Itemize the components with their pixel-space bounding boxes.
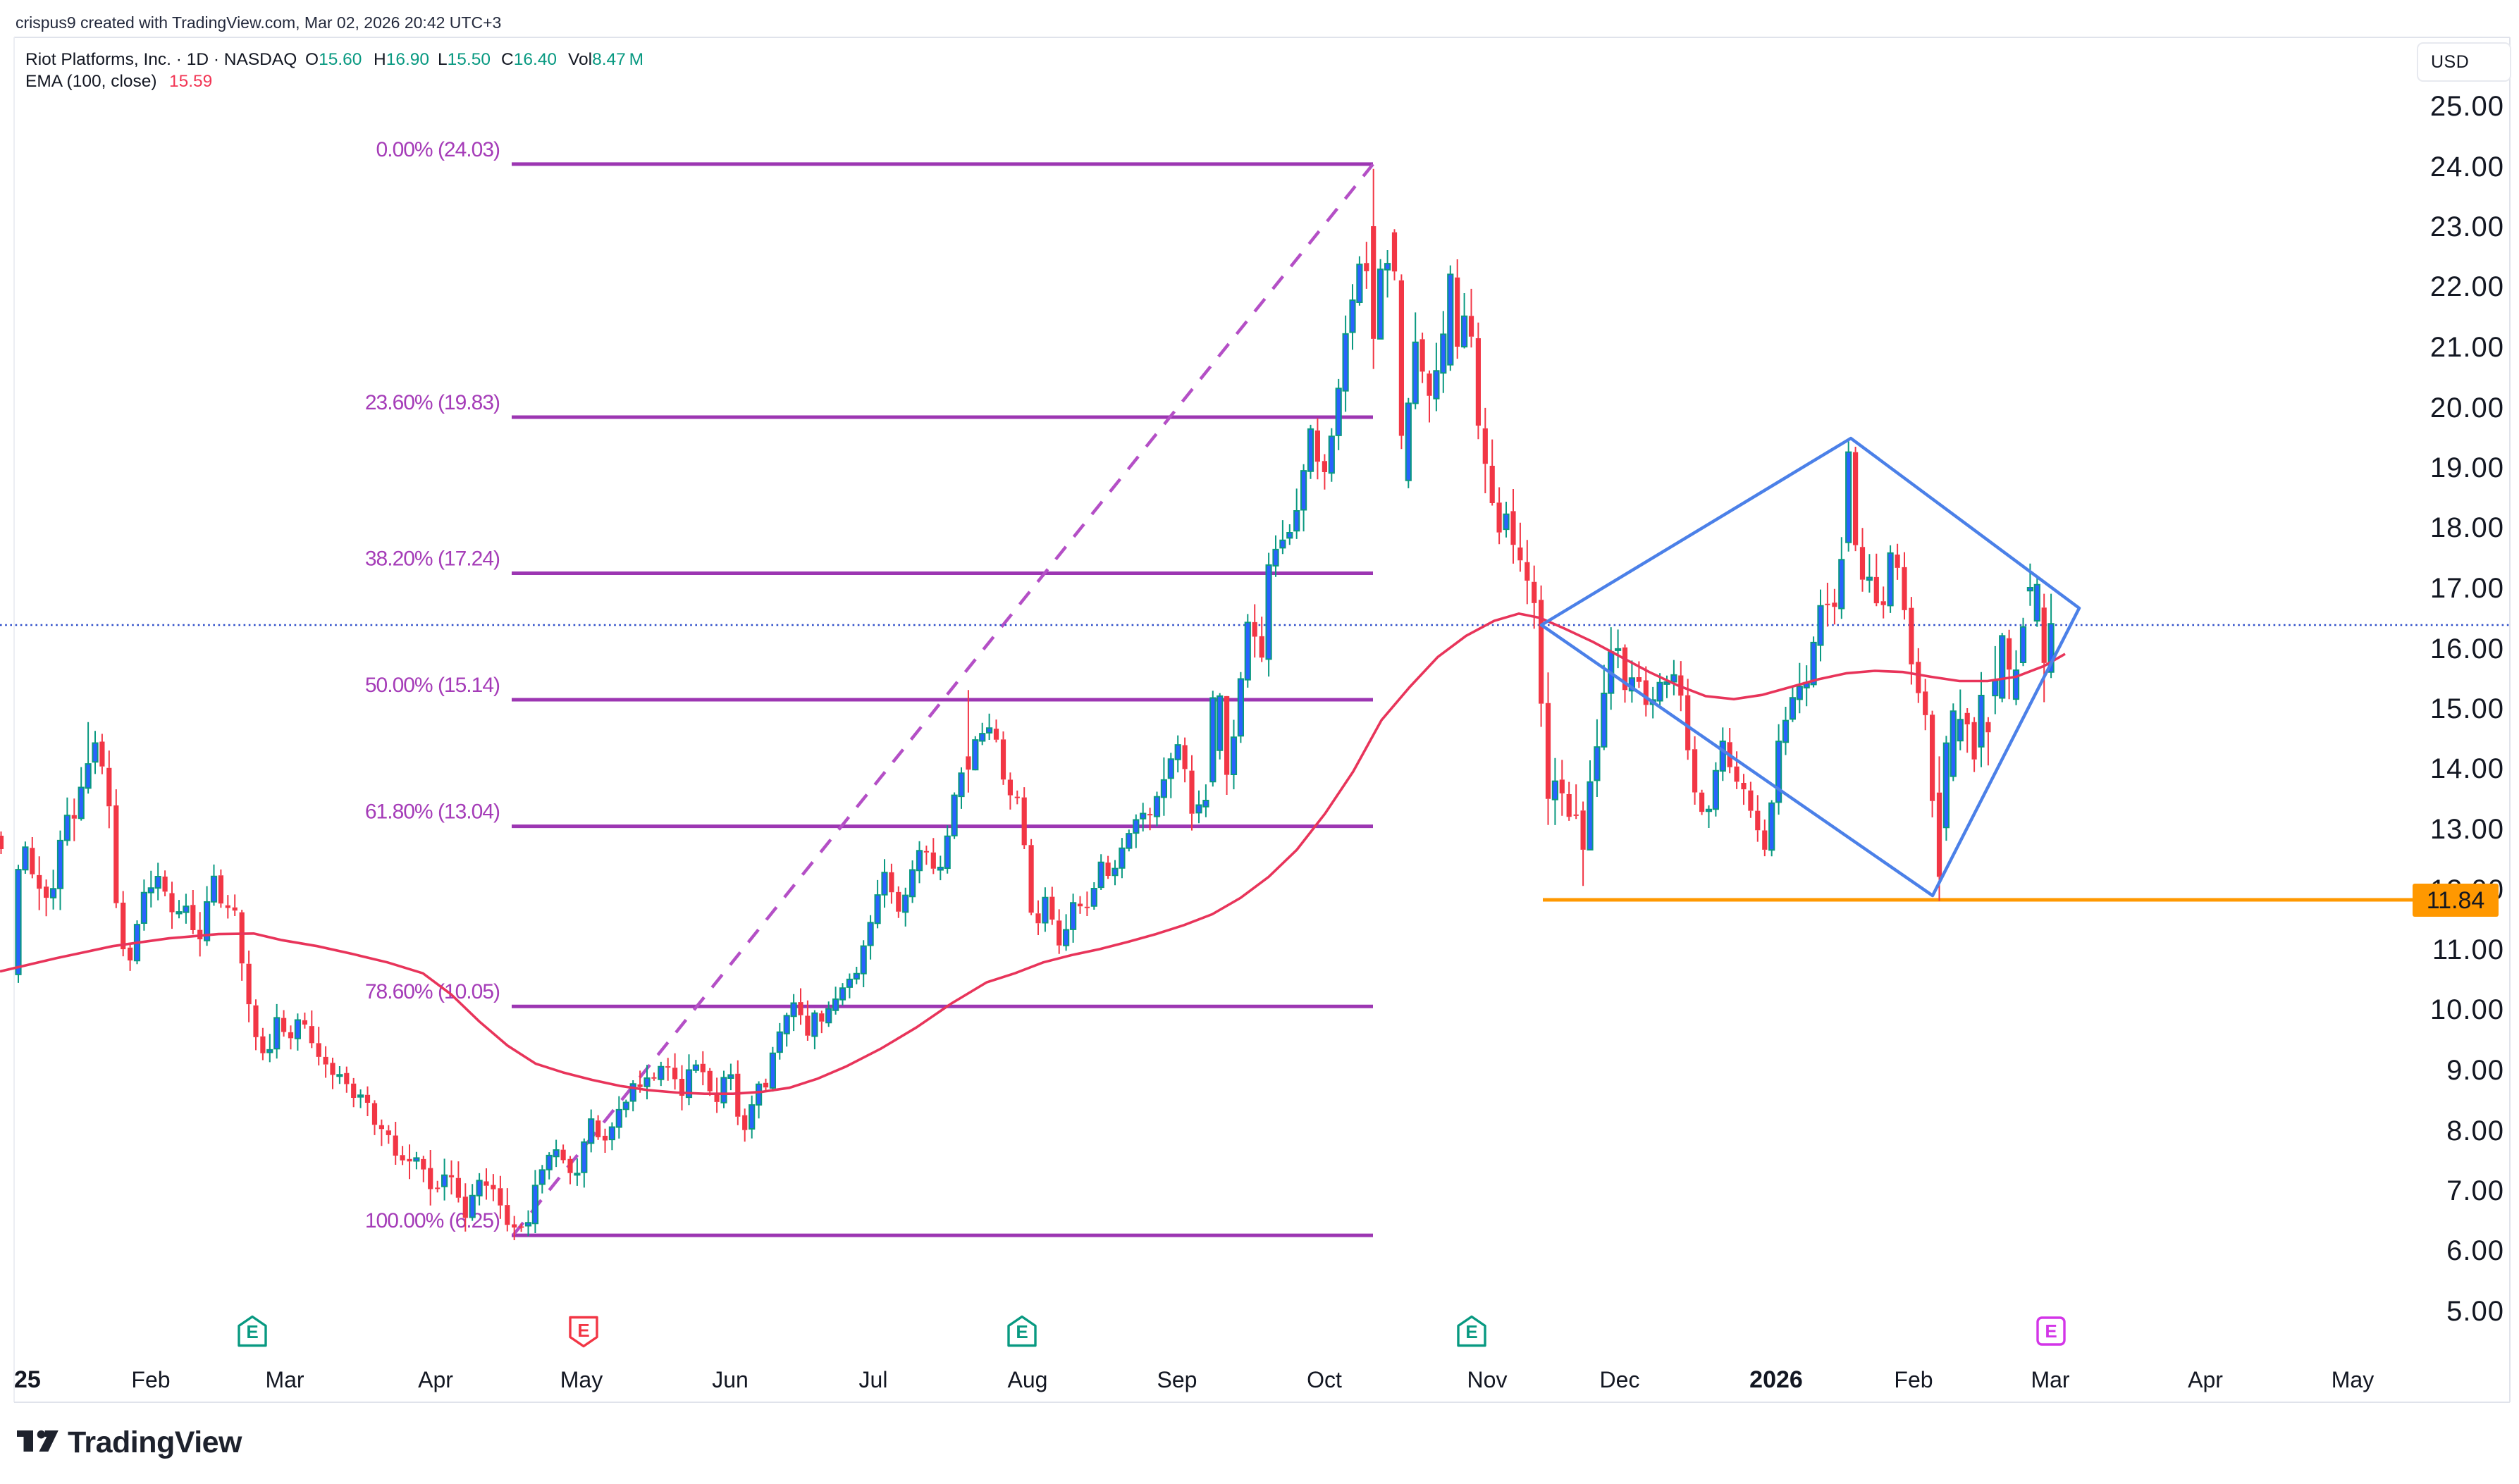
svg-text:100.00% (6.25): 100.00% (6.25) xyxy=(365,1209,500,1232)
svg-text:17.00: 17.00 xyxy=(2430,573,2504,604)
svg-text:Jul: Jul xyxy=(859,1367,888,1392)
svg-text:0.00% (24.03): 0.00% (24.03) xyxy=(376,138,500,161)
svg-text:Riot Platforms, Inc. · 1D · NA: Riot Platforms, Inc. · 1D · NASDAQ xyxy=(25,50,297,69)
svg-text:15.59: 15.59 xyxy=(169,72,212,91)
svg-text:Oct: Oct xyxy=(1307,1367,1342,1392)
svg-text:E: E xyxy=(2045,1321,2057,1342)
svg-text:7.00: 7.00 xyxy=(2446,1175,2504,1206)
svg-text:14.00: 14.00 xyxy=(2430,753,2504,784)
svg-text:crispus9 created with TradingV: crispus9 created with TradingView.com, M… xyxy=(16,13,501,32)
svg-text:11.00: 11.00 xyxy=(2432,934,2504,965)
svg-text:H16.90: H16.90 xyxy=(374,50,429,69)
svg-text:10.00: 10.00 xyxy=(2430,994,2504,1025)
svg-text:May: May xyxy=(560,1367,603,1392)
svg-text:23.60% (19.83): 23.60% (19.83) xyxy=(365,391,500,414)
svg-text:5.00: 5.00 xyxy=(2446,1296,2504,1327)
svg-text:19.00: 19.00 xyxy=(2430,452,2504,483)
svg-text:Apr: Apr xyxy=(418,1367,453,1392)
svg-text:23.00: 23.00 xyxy=(2430,211,2504,242)
svg-text:18.00: 18.00 xyxy=(2430,512,2504,543)
svg-text:25.00: 25.00 xyxy=(2430,91,2504,122)
svg-text:USD: USD xyxy=(2431,52,2469,72)
svg-text:L15.50: L15.50 xyxy=(438,50,491,69)
svg-text:Apr: Apr xyxy=(2188,1367,2223,1392)
svg-text:Feb: Feb xyxy=(131,1367,170,1392)
svg-text:Dec: Dec xyxy=(1600,1367,1640,1392)
svg-text:9.00: 9.00 xyxy=(2446,1055,2504,1086)
svg-text:Nov: Nov xyxy=(1467,1367,1508,1392)
svg-text:TradingView: TradingView xyxy=(68,1426,242,1459)
svg-text:Aug: Aug xyxy=(1008,1367,1048,1392)
svg-text:8.00: 8.00 xyxy=(2446,1115,2504,1146)
svg-text:E: E xyxy=(1016,1321,1028,1342)
svg-text:25: 25 xyxy=(14,1366,41,1393)
svg-text:21.00: 21.00 xyxy=(2430,332,2504,363)
svg-text:6.00: 6.00 xyxy=(2446,1235,2504,1266)
svg-text:E: E xyxy=(577,1320,589,1341)
svg-text:38.20% (17.24): 38.20% (17.24) xyxy=(365,548,500,571)
svg-text:Sep: Sep xyxy=(1157,1367,1197,1392)
svg-text:22.00: 22.00 xyxy=(2430,271,2504,302)
svg-text:78.60% (10.05): 78.60% (10.05) xyxy=(365,980,500,1003)
svg-text:Mar: Mar xyxy=(2031,1367,2069,1392)
svg-text:2026: 2026 xyxy=(1749,1366,1803,1393)
svg-text:13.00: 13.00 xyxy=(2430,814,2504,845)
svg-text:Feb: Feb xyxy=(1894,1367,1933,1392)
svg-text:O15.60: O15.60 xyxy=(305,50,362,69)
svg-text:24.00: 24.00 xyxy=(2430,152,2504,183)
svg-text:16.00: 16.00 xyxy=(2430,633,2504,664)
svg-text:Vol8.47 M: Vol8.47 M xyxy=(568,50,643,69)
svg-text:50.00% (15.14): 50.00% (15.14) xyxy=(365,674,500,697)
svg-text:11.84: 11.84 xyxy=(2427,887,2485,914)
svg-text:20.00: 20.00 xyxy=(2430,392,2504,423)
svg-text:15.00: 15.00 xyxy=(2430,693,2504,724)
svg-text:E: E xyxy=(1465,1321,1477,1342)
svg-text:Mar: Mar xyxy=(265,1367,304,1392)
svg-text:C16.40: C16.40 xyxy=(501,50,557,69)
svg-text:Jun: Jun xyxy=(712,1367,749,1392)
svg-text:May: May xyxy=(2332,1367,2374,1392)
svg-text:E: E xyxy=(246,1321,258,1342)
svg-text:EMA (100, close): EMA (100, close) xyxy=(25,72,157,91)
svg-text:61.80% (13.04): 61.80% (13.04) xyxy=(365,800,500,824)
